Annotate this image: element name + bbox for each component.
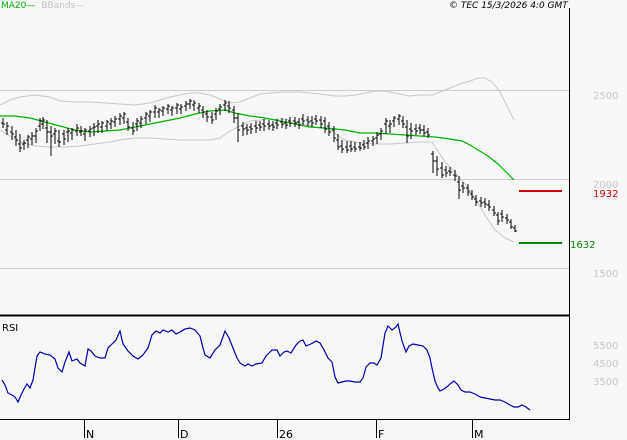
x-tick-dec: D	[180, 428, 188, 440]
copyright-timestamp: © TEC 15/3/2026 4:0 GMT	[449, 1, 568, 11]
rsi-tick-4500: 4500	[593, 359, 618, 370]
x-axis	[84, 420, 473, 438]
y-tick-2000: 2000	[593, 180, 618, 191]
chart-legend: MA20— BBands—	[1, 0, 84, 12]
legend-bbands: BBands—	[41, 1, 85, 11]
resistance-label: 1932	[593, 189, 618, 200]
legend-ma20: MA20—	[1, 1, 36, 11]
support-label: 1632	[570, 240, 595, 251]
y-tick-1500: 1500	[593, 269, 618, 280]
price-axis-labels: 2500 2000 1500 1932 1632	[570, 91, 618, 280]
rsi-title: RSI	[2, 323, 18, 334]
x-tick-nov: N	[86, 428, 94, 440]
x-tick-mar: M	[474, 428, 484, 440]
price-bars	[1, 99, 517, 232]
rsi-line	[1, 322, 531, 411]
price-gridlines	[0, 90, 569, 269]
rsi-tick-5500: 5500	[593, 341, 618, 352]
x-tick-feb: F	[378, 428, 384, 440]
rsi-tick-3500: 3500	[593, 377, 618, 388]
rsi-axis-labels: 5500 4500 3500	[593, 341, 618, 388]
bollinger-bands	[0, 77, 515, 243]
y-tick-2500: 2500	[593, 91, 618, 102]
x-tick-2026: 26	[279, 428, 293, 440]
ma20-line	[0, 109, 515, 181]
